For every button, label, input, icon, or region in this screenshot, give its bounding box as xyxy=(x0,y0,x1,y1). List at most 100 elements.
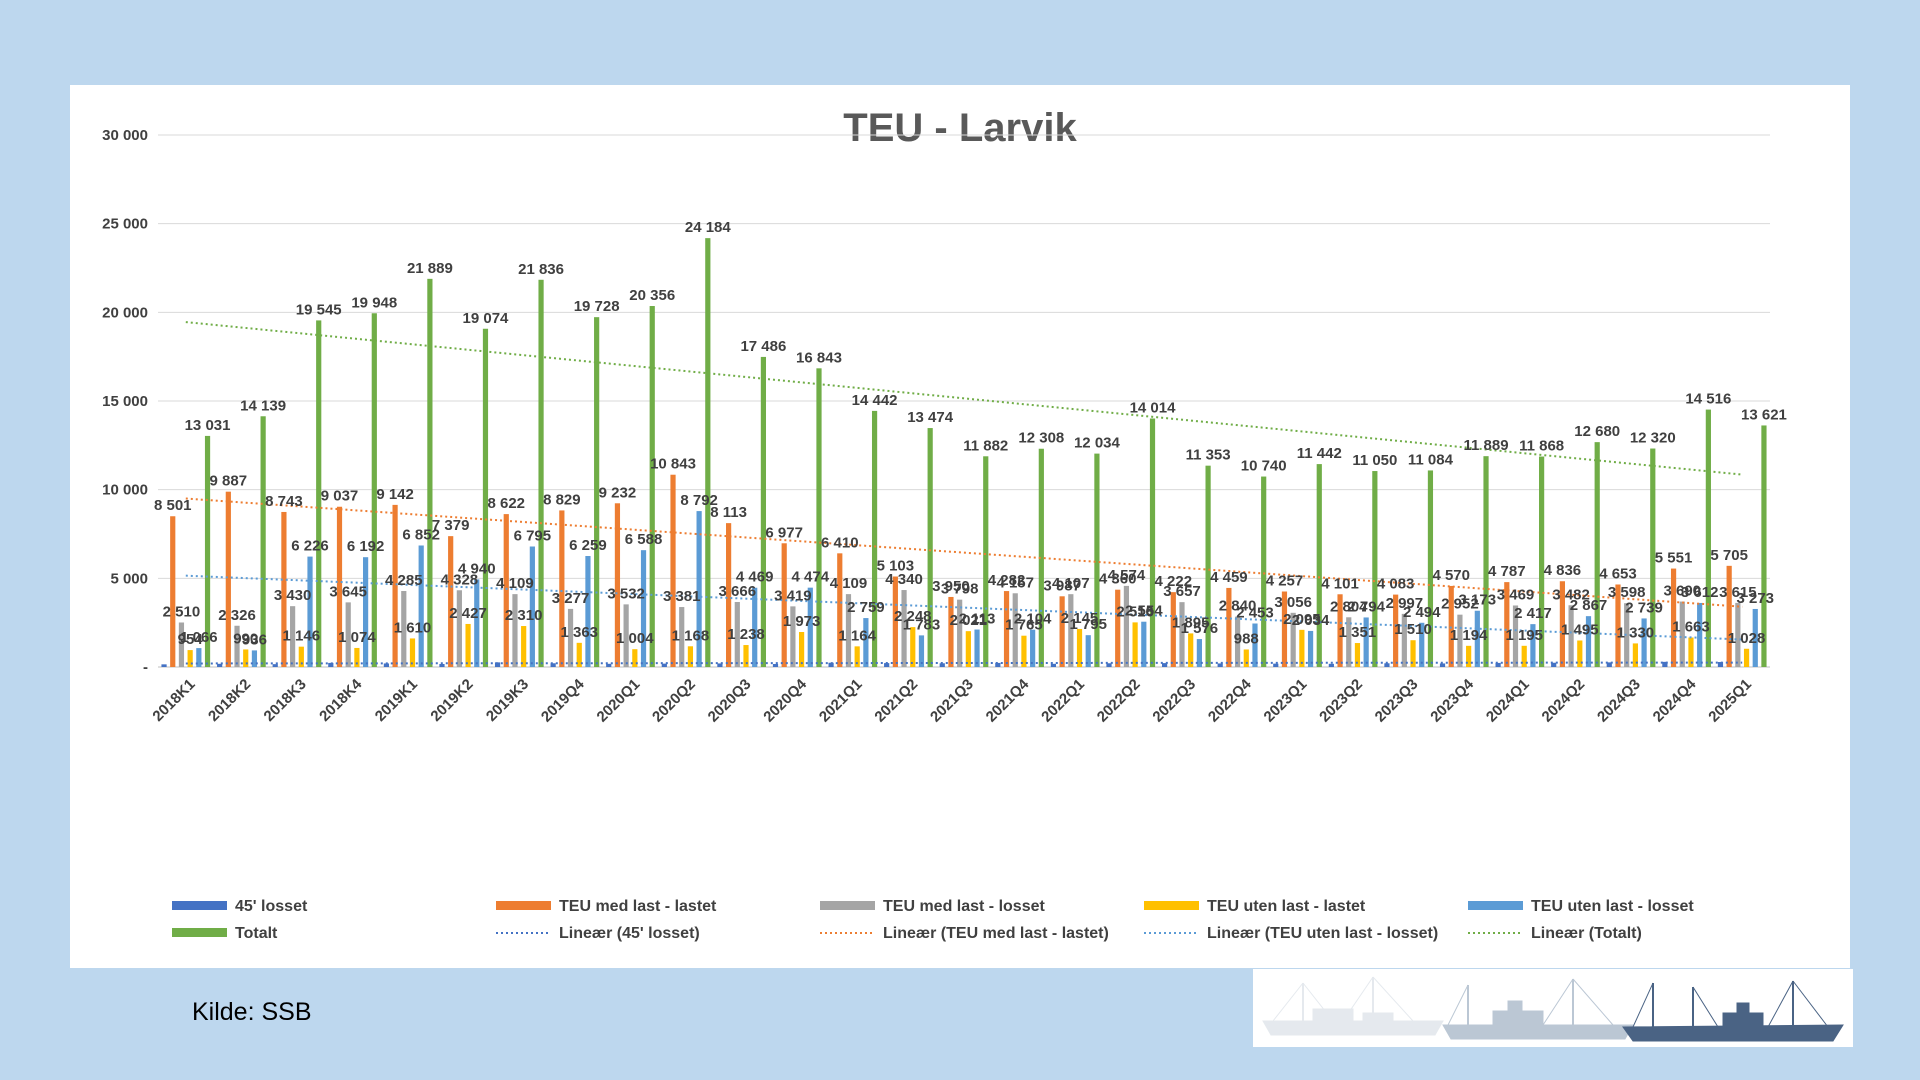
trendlines xyxy=(185,321,1743,665)
data-label: 2 840 xyxy=(1219,598,1257,615)
data-label: 7 379 xyxy=(432,517,470,534)
bar xyxy=(807,587,813,667)
bar xyxy=(512,594,518,667)
data-label: 1 895 xyxy=(1172,614,1210,631)
bar xyxy=(1050,663,1057,667)
data-label: 3 273 xyxy=(1736,590,1774,607)
data-label: 14 516 xyxy=(1685,391,1731,408)
bar xyxy=(503,514,509,667)
data-label: 2 510 xyxy=(163,603,201,620)
legend: 45' losset TEU med last - lastet TEU med l… xyxy=(172,898,1694,942)
bar xyxy=(1188,633,1194,667)
bar xyxy=(401,591,407,667)
bar xyxy=(217,663,223,667)
data-label: 1 164 xyxy=(838,627,876,644)
data-label: 12 308 xyxy=(1018,430,1064,447)
legend-swatch xyxy=(172,901,227,910)
data-label: 4 940 xyxy=(458,560,496,577)
data-label: 6 410 xyxy=(821,534,859,551)
bar xyxy=(1307,630,1314,667)
bar xyxy=(1559,581,1565,667)
data-label: 4 109 xyxy=(830,575,868,592)
data-label: 8 792 xyxy=(680,492,718,509)
bar xyxy=(1115,589,1121,667)
bar xyxy=(427,278,433,667)
data-label: 1 610 xyxy=(394,619,432,636)
bar xyxy=(196,648,202,667)
x-tick-label: 2024Q3 xyxy=(1594,676,1644,726)
data-label: 9 232 xyxy=(599,484,637,501)
bar xyxy=(538,279,544,667)
data-label: 11 050 xyxy=(1352,452,1397,469)
bar xyxy=(1427,470,1434,667)
bar xyxy=(1030,629,1036,667)
data-label: 17 486 xyxy=(740,338,786,355)
data-labels: 8 501 9 887 8 743 9 037 9 142 7 379 8 622 8 829… xyxy=(154,219,1787,648)
bar xyxy=(260,416,266,667)
bar xyxy=(1281,591,1288,667)
bar xyxy=(1132,622,1138,667)
bar xyxy=(1679,601,1685,667)
x-tick-label: 2020Q3 xyxy=(705,676,755,726)
bar xyxy=(272,664,278,667)
data-label: 11 084 xyxy=(1408,451,1454,468)
x-tick-label: 2021Q2 xyxy=(871,676,921,726)
data-label: 2 739 xyxy=(1625,599,1663,616)
data-label: 4 459 xyxy=(1210,569,1248,586)
bar xyxy=(1290,612,1296,667)
bar xyxy=(1179,602,1185,667)
bar xyxy=(606,663,612,667)
bar xyxy=(371,313,377,667)
data-label: 4 574 xyxy=(1108,567,1146,584)
legend-swatch xyxy=(172,928,227,937)
data-label: 3 645 xyxy=(329,583,367,600)
data-label: 3 690 xyxy=(1663,583,1701,600)
data-label: 2 867 xyxy=(1570,597,1608,614)
data-label: 3 419 xyxy=(774,587,812,604)
x-tick-label: 2018K4 xyxy=(316,675,366,725)
data-label: 4 653 xyxy=(1599,565,1637,582)
data-label: 4 836 xyxy=(1544,562,1582,579)
ship-illustration xyxy=(1253,969,1853,1047)
x-tick-label: 2022Q4 xyxy=(1205,675,1255,725)
bar xyxy=(1252,623,1258,667)
data-label: 1 663 xyxy=(1672,619,1710,636)
trendline xyxy=(185,497,1743,608)
data-label: 5 705 xyxy=(1710,547,1748,564)
bar xyxy=(649,306,655,667)
y-tick-label: - xyxy=(143,659,148,676)
legend-swatch xyxy=(1468,901,1523,910)
bar xyxy=(752,587,758,667)
data-label: 12 320 xyxy=(1630,430,1676,447)
data-label: 24 184 xyxy=(685,219,732,236)
bar xyxy=(1615,584,1621,667)
data-label: 4 570 xyxy=(1432,567,1470,584)
bar xyxy=(734,601,740,667)
y-tick-label: 15 000 xyxy=(102,393,148,410)
x-tick-label: 2021Q4 xyxy=(983,675,1033,725)
data-label: 4 157 xyxy=(996,574,1034,591)
data-label: 8 743 xyxy=(265,493,303,510)
data-label: 14 139 xyxy=(240,397,286,414)
bar xyxy=(1372,471,1378,667)
bar xyxy=(1393,594,1399,667)
bar xyxy=(995,662,1001,667)
data-label: 9 887 xyxy=(210,473,248,490)
bar xyxy=(983,456,989,667)
bar xyxy=(187,650,193,667)
bar xyxy=(225,491,231,667)
data-label: 3 598 xyxy=(1608,584,1646,601)
y-tick-label: 5 000 xyxy=(110,570,148,587)
bar xyxy=(1003,591,1010,667)
data-label: 990 xyxy=(233,630,258,647)
data-label: 5 551 xyxy=(1655,550,1693,567)
bar xyxy=(863,618,869,667)
x-tick-label: 2020Q1 xyxy=(594,676,644,726)
data-label: 2 554 xyxy=(1125,603,1163,620)
legend-swatch xyxy=(820,901,875,910)
data-label: 11 442 xyxy=(1297,445,1342,462)
bar xyxy=(363,557,369,667)
data-label: 11 889 xyxy=(1463,437,1508,454)
chart-svg: TEU - Larvik - 5 000 10 000 15 000 20 000 25 … xyxy=(102,106,1787,942)
bar xyxy=(965,631,971,667)
